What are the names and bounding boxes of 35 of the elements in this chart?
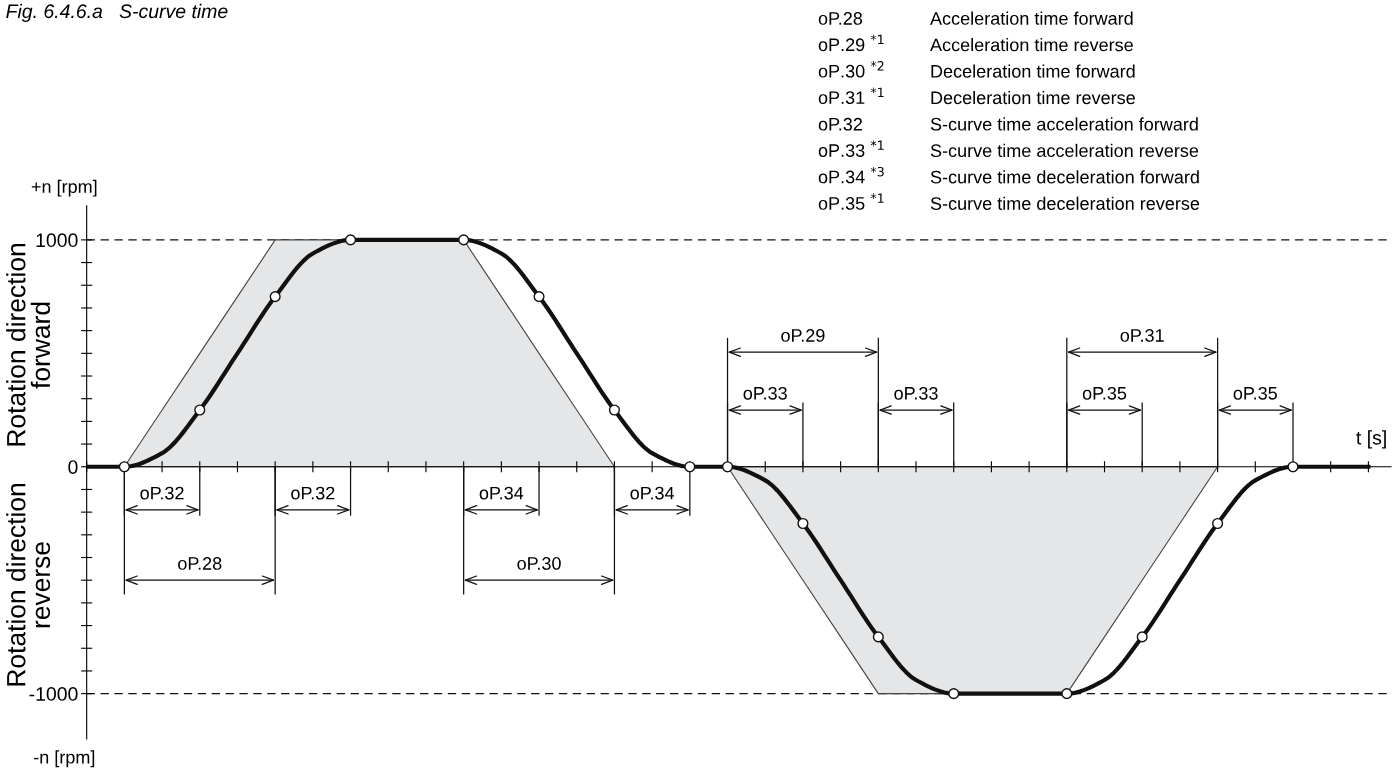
x-axis-title: t [s] xyxy=(1356,430,1386,449)
text: oP.32 xyxy=(818,117,862,131)
text: +n [rpm] xyxy=(31,179,97,197)
text: S-curve time deceleration forward xyxy=(930,170,1199,184)
text: -n [rpm] xyxy=(34,750,95,768)
y-tick-label: 0 xyxy=(68,460,78,474)
text: oP.30 $^{*2}$ xyxy=(818,61,884,78)
text: oP.31 $^{*1}$ xyxy=(818,87,884,105)
text: Rotation direction reverse xyxy=(6,484,51,686)
y-tick-label: -1000 xyxy=(29,687,78,701)
annotation: oP.29 xyxy=(781,329,825,342)
text: oP.29 $^{*1}$ xyxy=(818,34,884,52)
text: Deceleration time reverse xyxy=(931,90,1135,105)
text: Acceleration time forward xyxy=(930,11,1133,25)
annotation: oP.34 xyxy=(479,486,524,500)
text: Acceleration time reverse xyxy=(930,38,1133,52)
annotation: oP.31 xyxy=(1120,329,1164,342)
annotation: oP.28 xyxy=(178,557,222,570)
annotation: oP.32 xyxy=(291,486,335,500)
text: S-curve time acceleration forward xyxy=(930,117,1198,131)
annotation: oP.35 xyxy=(1082,386,1127,400)
text: oP.33 $^{*1}$ xyxy=(818,140,884,157)
text: Deceleration time forward xyxy=(931,64,1135,78)
chart-title: Fig. 6.4.6.a S-curve time xyxy=(6,3,228,22)
text: S-curve time acceleration reverse xyxy=(930,143,1199,158)
annotation: oP.35 $^{*1}$ xyxy=(818,193,884,210)
annotation: S-curve time deceleration reverse xyxy=(930,196,1200,210)
text: oP.34 $^{*3}$ xyxy=(818,166,884,184)
text: oP.28 xyxy=(818,12,863,25)
annotation: oP.32 xyxy=(140,486,184,500)
annotation: oP.33 xyxy=(743,386,787,400)
annotation: oP.35 xyxy=(1233,386,1277,400)
annotation: oP.34 xyxy=(630,486,675,500)
annotation: oP.30 xyxy=(517,557,561,570)
annotation: oP.33 xyxy=(894,386,938,400)
